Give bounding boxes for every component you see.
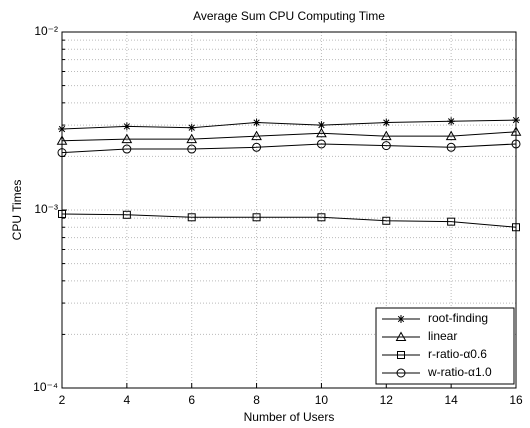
marker [251, 130, 262, 141]
x-axis-label: Number of Users [244, 410, 335, 424]
marker [446, 142, 456, 152]
plot [56, 116, 522, 232]
legend-marker [396, 368, 406, 378]
legend-marker [395, 331, 407, 341]
x-tick-label: 10 [315, 393, 329, 407]
marker [316, 127, 327, 138]
x-tick-label: 2 [59, 393, 66, 407]
x-tick-label: 8 [253, 393, 260, 407]
marker [252, 118, 261, 127]
legend-label: r-ratio-α0.6 [428, 347, 487, 361]
marker [381, 141, 391, 151]
y-axis-label: CPU Times [10, 180, 24, 241]
legend-marker [397, 351, 405, 359]
marker [187, 213, 196, 222]
marker [121, 133, 133, 144]
marker [380, 130, 392, 141]
marker [187, 123, 196, 132]
marker [382, 118, 391, 127]
series-line [61, 213, 517, 228]
series-line [61, 119, 517, 130]
marker [252, 142, 262, 152]
x-tick-label: 6 [188, 393, 195, 407]
x-tick-label: 4 [124, 393, 131, 407]
series-line [61, 131, 517, 142]
marker [447, 117, 456, 126]
legend: root-finding linear r-ratio-α0.6 w-ratio-α1… [375, 307, 515, 385]
marker [122, 144, 132, 154]
marker [122, 210, 131, 219]
y-tick-label: 10⁻² [34, 24, 58, 38]
marker [382, 216, 391, 225]
x-tick-label: 12 [380, 393, 394, 407]
y-tick-label: 10⁻⁴ [33, 380, 58, 394]
series-line [61, 143, 517, 154]
marker [252, 213, 261, 222]
marker [445, 130, 457, 141]
y-tick-label: 10⁻³ [34, 202, 58, 216]
x-tick-label: 16 [509, 393, 523, 407]
marker [317, 213, 326, 222]
marker [317, 121, 326, 130]
x-tick-label: 14 [444, 393, 458, 407]
marker [447, 217, 456, 226]
legend-marker [397, 315, 405, 323]
legend-label: linear [428, 329, 457, 343]
legend-label: root-finding [428, 311, 488, 325]
legend-label: w-ratio-α1.0 [427, 365, 492, 379]
marker [187, 144, 197, 154]
chart-title: Average Sum CPU Computing Time [193, 9, 385, 23]
marker [186, 133, 198, 144]
marker [122, 122, 131, 131]
marker [316, 139, 326, 149]
